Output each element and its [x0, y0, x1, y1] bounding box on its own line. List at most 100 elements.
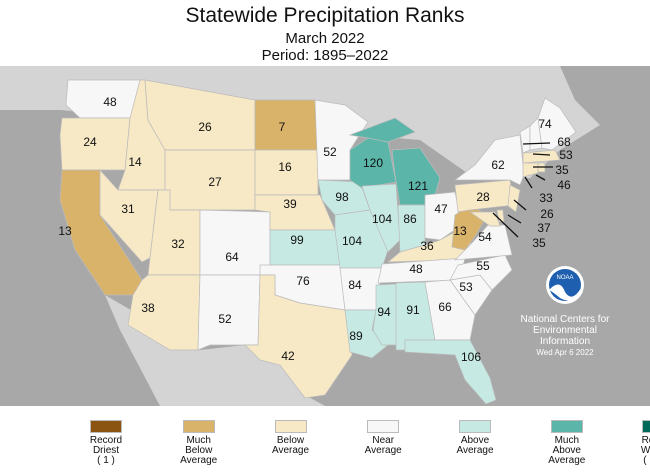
state-ks[interactable]	[269, 229, 341, 266]
callout-line-ct	[524, 176, 533, 189]
legend-label-line: Average	[180, 455, 218, 466]
legend-item-much-above: Much Above Average	[527, 420, 607, 466]
rank-label-mo: 104	[342, 234, 362, 248]
rank-label-nc: 55	[476, 259, 490, 273]
rank-label-sd: 16	[278, 160, 292, 174]
rank-label-nm: 52	[218, 312, 232, 326]
rank-label-co: 64	[225, 250, 239, 264]
rank-label-ks: 99	[290, 233, 304, 247]
rank-label-ct: 33	[539, 191, 553, 205]
rank-label-oh: 47	[434, 202, 448, 216]
map-period: Period: 1895–2022	[261, 47, 389, 64]
legend-swatch	[459, 420, 491, 433]
mexico-landmass	[105, 295, 325, 406]
rank-label-id: 14	[128, 155, 142, 169]
state-co[interactable]	[199, 209, 271, 276]
map-title: Statewide Precipitation Ranks	[185, 4, 465, 27]
legend-label-line: Much	[186, 435, 211, 446]
legend-item-record-wettest: RecordWettest( 128 )	[618, 420, 650, 466]
legend-item-above: Above Average	[435, 420, 515, 456]
rank-label-fl: 106	[461, 350, 481, 364]
rank-label-wi: 120	[363, 156, 383, 170]
rank-label-ia: 98	[335, 190, 349, 204]
rank-label-nv: 31	[121, 202, 135, 216]
legend-swatch	[274, 420, 307, 433]
state-nj[interactable]	[507, 184, 521, 213]
map-subtitle: March 2022	[285, 30, 365, 47]
rank-label-nj: 26	[540, 207, 554, 221]
credit-line-2: Environmental	[533, 325, 597, 336]
rank-label-ut: 32	[171, 237, 185, 251]
legend-label-line: Average	[271, 445, 310, 456]
ncei-credit: National Centers for Environmental Infor…	[515, 314, 615, 358]
credit-line-3: Information	[539, 336, 591, 347]
rank-label-ar: 84	[348, 278, 362, 292]
rank-label-wy: 27	[208, 175, 222, 189]
state-wy[interactable]	[164, 149, 256, 211]
state-fl[interactable]	[404, 339, 497, 405]
credit-line-1: National Centers for	[520, 314, 610, 325]
rank-label-ok: 76	[296, 274, 310, 288]
state-tx[interactable]	[244, 274, 353, 399]
legend-swatch	[641, 420, 650, 433]
legend-label-line: ( 128 )	[643, 455, 650, 466]
rank-label-wa: 48	[103, 95, 117, 109]
rank-label-sc: 53	[459, 280, 473, 294]
rank-label-nh: 53	[559, 148, 573, 162]
legend-label-line: ( 1 )	[97, 455, 115, 466]
callout-line-vt	[522, 142, 551, 145]
state-ny[interactable]	[453, 134, 525, 186]
rank-label-tx: 42	[281, 349, 295, 363]
rank-label-ne: 39	[283, 197, 297, 211]
state-ga[interactable]	[424, 279, 476, 341]
legend-swatch	[550, 420, 583, 433]
legend-label-line: Average	[548, 455, 586, 466]
rank-label-ma: 35	[555, 163, 569, 177]
noaa-bird-icon	[549, 284, 581, 301]
callout-line-de	[507, 214, 522, 224]
state-il[interactable]	[361, 183, 401, 253]
rank-label-wv: 13	[453, 224, 467, 238]
rank-label-ri: 46	[557, 178, 571, 192]
rank-label-ky: 36	[420, 239, 434, 253]
legend-swatch	[182, 420, 215, 433]
rank-label-nd: 7	[279, 120, 286, 134]
rank-label-de: 37	[537, 221, 551, 235]
legend-label-line: Average	[456, 445, 494, 456]
state-mi[interactable]	[348, 117, 416, 143]
rank-label-in: 86	[403, 212, 417, 226]
map-legend: Record Driest( 1 ) Much Below Average Below Av…	[0, 420, 650, 475]
state-nm[interactable]	[197, 274, 261, 351]
rank-label-la: 89	[349, 329, 363, 343]
rank-label-mn: 52	[323, 145, 337, 159]
callout-line-md	[492, 212, 519, 238]
state-nd[interactable]	[254, 99, 319, 151]
legend-label-line: Near	[372, 435, 395, 446]
rank-label-ca: 13	[58, 224, 72, 238]
rank-label-vt: 68	[557, 135, 571, 149]
rank-label-al: 91	[406, 303, 420, 317]
noaa-logo-text: NOAA	[556, 275, 573, 281]
legend-item-much-below: Much Below Average	[159, 420, 239, 466]
rank-label-va: 54	[478, 230, 492, 244]
state-me[interactable]	[537, 97, 577, 151]
legend-label-line: Above	[460, 435, 490, 446]
rank-label-tn: 48	[409, 262, 423, 276]
rank-label-ga: 66	[438, 300, 452, 314]
rank-label-md: 35	[532, 236, 546, 250]
state-oh[interactable]	[424, 191, 463, 241]
rank-label-mi: 121	[408, 179, 428, 193]
callout-line-ri	[535, 174, 546, 181]
legend-item-below: Below Average	[251, 420, 331, 456]
legend-label-line: Much	[554, 435, 580, 446]
legend-item-near: Near Average	[343, 420, 423, 456]
credit-date: Wed Apr 6 2022	[536, 348, 594, 357]
state-md[interactable]	[468, 211, 501, 227]
rank-label-ms: 94	[377, 305, 391, 319]
legend-label-line: Above	[552, 445, 581, 456]
rank-label-pa: 28	[476, 190, 490, 204]
state-ma[interactable]	[522, 149, 561, 164]
state-pa[interactable]	[454, 179, 515, 213]
legend-swatch	[90, 420, 122, 433]
